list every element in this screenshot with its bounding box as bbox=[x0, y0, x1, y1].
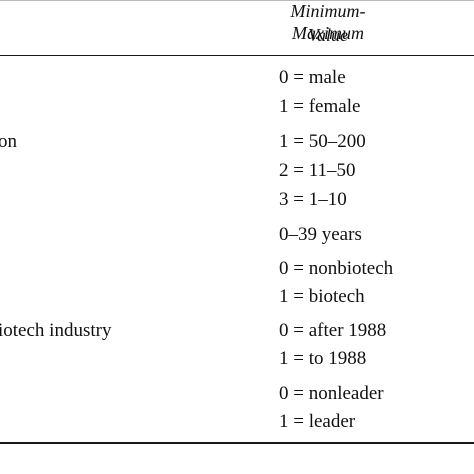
top-rule bbox=[0, 0, 474, 1]
value-cell: 1 = leader bbox=[279, 411, 356, 432]
value-cell: 0 = nonbiotech bbox=[279, 258, 394, 279]
variable-label: iotech industry bbox=[0, 320, 112, 341]
value-cell: 3 = 1–10 bbox=[279, 189, 347, 210]
column-header-line-2: Value bbox=[308, 25, 348, 45]
value-cell: 1 = female bbox=[279, 96, 361, 117]
column-header-line-1: Minimum-Maximum bbox=[290, 1, 366, 43]
value-cell: 2 = 11–50 bbox=[279, 160, 356, 181]
header-rule bbox=[0, 55, 474, 56]
value-cell: 0 = after 1988 bbox=[279, 320, 387, 341]
variable-label: on bbox=[0, 131, 17, 152]
value-cell: 1 = biotech bbox=[279, 286, 365, 307]
value-cell: 1 = to 1988 bbox=[279, 348, 367, 369]
value-cell: 1 = 50–200 bbox=[279, 131, 366, 152]
value-cell: 0–39 years bbox=[279, 224, 362, 245]
bottom-rule bbox=[0, 442, 474, 444]
value-cell: 0 = male bbox=[279, 67, 346, 88]
value-cell: 0 = nonleader bbox=[279, 383, 384, 404]
